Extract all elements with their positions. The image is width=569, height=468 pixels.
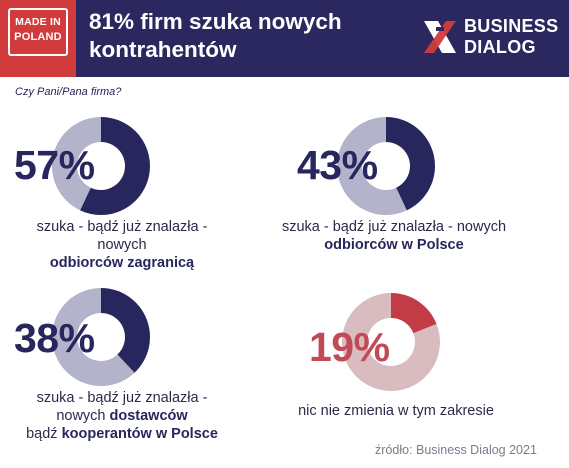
title-line-1: 81% firm szuka nowych [89,9,342,34]
source-note: źródło: Business Dialog 2021 [375,443,537,457]
donut-4-remainder-slice [342,293,440,391]
donut-2-value-slice [386,117,435,211]
donut-chart-2 [337,117,435,215]
page-title: 81% firm szuka nowych kontrahentów [89,8,399,64]
logo-mark-icon [424,21,456,53]
header-bar: MADE IN POLAND 81% firm szuka nowych kon… [0,0,569,77]
donut-chart-4 [342,293,440,391]
donut-chart-3 [51,288,150,386]
badge-frame [8,8,68,56]
value-label-1: 57% [14,142,95,188]
donut-3-remainder-slice [51,288,135,386]
caption-1-bold: odbiorców zagranicą [49,255,195,271]
caption-2-bold: odbiorców w Polsce [324,237,464,253]
survey-question: Czy Pani/Pana firma? [15,86,122,98]
caption-3-line-1: szuka - bądź już znalazła - [36,390,208,406]
value-label-2: 43% [297,142,378,188]
caption-2: szuka - bądź już znalazła - nowych odbio… [258,218,530,254]
caption-3-line-2: nowych dostawców [2,407,242,425]
caption-4-line-1: nic nie zmienia w tym zakresie [298,403,494,419]
logo-line-1: BUSINESS [464,16,559,36]
title-line-2: kontrahentów [89,37,237,62]
caption-1-line-2: nowych [97,237,147,253]
caption-1-line-1: szuka - bądź już znalazła - [36,219,208,235]
made-in-poland-badge: MADE IN POLAND [0,0,76,77]
logo-line-2: DIALOG [464,37,536,57]
caption-4: nic nie zmienia w tym zakresie [262,402,530,420]
donut-1-value-slice [80,117,151,215]
donut-3-value-slice [101,288,150,373]
value-label-3: 38% [14,315,95,361]
badge-line-2: POLAND [14,31,62,43]
caption-3-line-3-plain: bądź [26,426,62,442]
caption-2-line-1: szuka - bądź już znalazła - nowych [281,219,507,235]
donut-2-remainder-slice [337,117,407,215]
donut-chart-1 [52,117,151,215]
donut-4-value-slice [391,293,437,334]
business-dialog-logo: BUSINESS DIALOG [412,0,569,77]
caption-1: szuka - bądź już znalazła - nowych odbio… [4,218,240,272]
caption-2-bold-line: odbiorców w Polsce [258,236,530,254]
caption-1-bold-line: odbiorców zagranicą [4,254,240,272]
caption-3: szuka - bądź już znalazła - nowych dosta… [2,389,242,443]
caption-3-line-3: bądź kooperantów w Polsce [2,425,242,443]
value-label-4: 19% [309,324,390,370]
caption-3-line-3-bold: kooperantów w Polsce [61,426,218,442]
caption-3-line-2-bold: dostawców [109,408,188,424]
donut-1-remainder-slice [52,117,101,211]
caption-3-line-2-plain: nowych [56,408,110,424]
badge-line-1: MADE IN [15,16,61,28]
